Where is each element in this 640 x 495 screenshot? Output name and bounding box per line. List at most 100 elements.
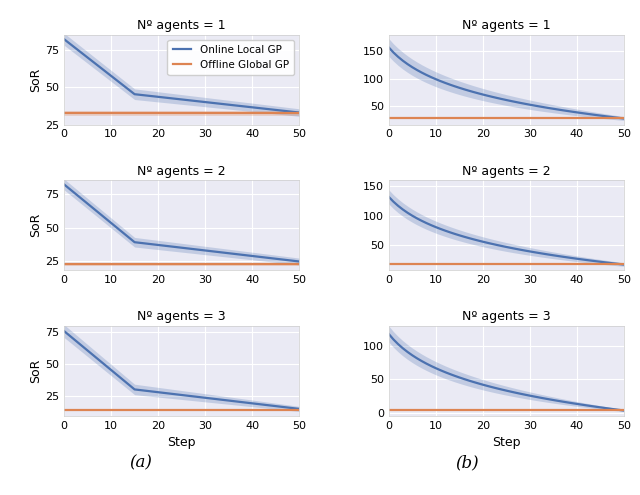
Online Local GP [60,36,68,42]
Offline Global GP [131,261,138,267]
Offline Global GP [136,406,143,412]
Online Local GP [554,253,562,259]
Offline Global GP [60,110,68,116]
Offline Global GP [460,115,468,121]
Online Local GP [131,239,138,245]
Text: (a): (a) [129,455,152,472]
Online Local GP [436,367,444,373]
Offline Global GP [216,406,223,412]
Title: Nº agents = 1: Nº agents = 1 [138,19,226,32]
Online Local GP [456,232,463,238]
Line: Online Local GP: Online Local GP [388,334,624,410]
Offline Global GP [436,261,444,267]
Title: Nº agents = 2: Nº agents = 2 [462,165,550,178]
Offline Global GP [456,407,463,413]
Online Local GP [460,376,468,382]
Online Local GP [136,92,143,98]
Online Local GP [112,77,120,83]
Y-axis label: SoR: SoR [29,67,42,92]
Online Local GP [554,398,562,404]
Online Local GP [131,91,138,97]
Offline Global GP [291,110,298,116]
Online Local GP [620,407,628,413]
Online Local GP [620,261,628,267]
Title: Nº agents = 3: Nº agents = 3 [138,310,226,323]
Offline Global GP [620,115,628,121]
Online Local GP [60,181,68,187]
Offline Global GP [131,406,138,412]
Line: Online Local GP: Online Local GP [64,39,300,112]
Text: (b): (b) [456,455,479,472]
Offline Global GP [131,110,138,116]
Offline Global GP [112,110,120,116]
Y-axis label: SoR: SoR [29,213,42,238]
Online Local GP [540,251,548,257]
Offline Global GP [112,261,120,267]
Offline Global GP [620,407,628,413]
Online Local GP [460,86,468,92]
Offline Global GP [385,115,392,121]
Offline Global GP [456,115,463,121]
Offline Global GP [60,261,68,267]
Online Local GP [296,109,303,115]
Online Local GP [60,328,68,334]
Offline Global GP [540,115,548,121]
Offline Global GP [540,407,548,413]
Offline Global GP [616,115,623,121]
X-axis label: Step: Step [492,436,520,449]
Online Local GP [616,407,623,413]
Offline Global GP [136,261,143,267]
Offline Global GP [616,261,623,267]
Offline Global GP [230,110,237,116]
Offline Global GP [620,261,628,267]
X-axis label: Step: Step [168,436,196,449]
Offline Global GP [230,261,237,267]
Offline Global GP [616,407,623,413]
Offline Global GP [136,110,143,116]
Online Local GP [112,224,120,230]
Online Local GP [296,406,303,412]
Offline Global GP [296,406,303,412]
Offline Global GP [456,261,463,267]
Offline Global GP [296,110,303,116]
Offline Global GP [460,261,468,267]
Offline Global GP [291,261,298,267]
Online Local GP [112,371,120,377]
Online Local GP [540,396,548,401]
Offline Global GP [554,407,562,413]
Offline Global GP [112,406,120,412]
Online Local GP [456,85,463,91]
Offline Global GP [436,115,444,121]
Line: Online Local GP: Online Local GP [388,48,624,118]
Online Local GP [136,387,143,393]
Online Local GP [616,261,623,267]
Online Local GP [291,109,298,115]
Online Local GP [296,258,303,264]
Offline Global GP [216,110,223,116]
Line: Online Local GP: Online Local GP [388,197,624,264]
Offline Global GP [296,261,303,267]
Offline Global GP [554,115,562,121]
Online Local GP [216,396,223,402]
Online Local GP [291,258,298,264]
Online Local GP [216,100,223,106]
Title: Nº agents = 2: Nº agents = 2 [138,165,226,178]
Offline Global GP [540,261,548,267]
Online Local GP [620,115,628,121]
Online Local GP [385,194,392,200]
Offline Global GP [385,261,392,267]
Offline Global GP [385,407,392,413]
Y-axis label: SoR: SoR [29,359,42,383]
Offline Global GP [460,407,468,413]
Online Local GP [540,104,548,110]
Online Local GP [131,387,138,393]
Offline Global GP [436,407,444,413]
Offline Global GP [216,261,223,267]
Line: Online Local GP: Online Local GP [64,331,300,409]
Online Local GP [616,115,623,121]
Online Local GP [216,249,223,255]
Line: Online Local GP: Online Local GP [64,184,300,261]
Online Local GP [436,226,444,232]
Online Local GP [230,398,237,404]
Online Local GP [385,331,392,337]
